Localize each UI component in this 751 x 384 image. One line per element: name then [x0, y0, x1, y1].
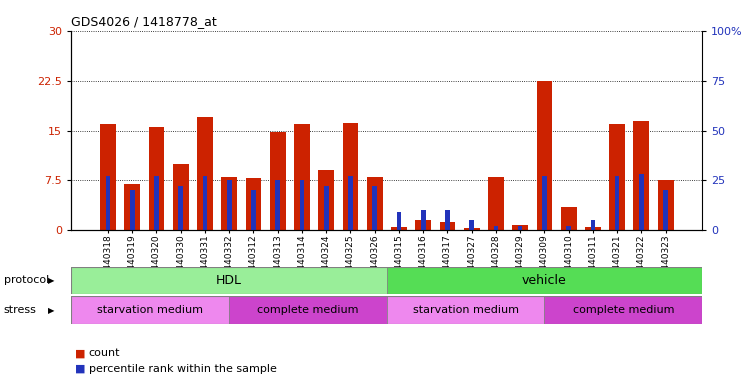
Bar: [397, 212, 401, 230]
Text: complete medium: complete medium: [572, 305, 674, 315]
Bar: [387, 296, 544, 324]
Bar: [639, 174, 644, 230]
Bar: [173, 164, 189, 230]
Bar: [469, 220, 474, 230]
Bar: [106, 177, 110, 230]
Text: ■: ■: [75, 364, 86, 374]
Bar: [536, 81, 552, 230]
Bar: [439, 222, 455, 230]
Bar: [391, 227, 407, 230]
Bar: [561, 207, 577, 230]
Text: ■: ■: [75, 348, 86, 358]
Bar: [387, 267, 702, 294]
Bar: [421, 210, 426, 230]
Text: HDL: HDL: [216, 274, 242, 287]
Bar: [294, 124, 309, 230]
Text: protocol: protocol: [4, 275, 49, 285]
Bar: [663, 190, 668, 230]
Bar: [100, 124, 116, 230]
Bar: [658, 180, 674, 230]
Bar: [251, 190, 256, 230]
Bar: [609, 124, 625, 230]
Bar: [227, 180, 231, 230]
Text: count: count: [89, 348, 120, 358]
Bar: [517, 227, 523, 230]
Text: percentile rank within the sample: percentile rank within the sample: [89, 364, 276, 374]
Bar: [318, 170, 334, 230]
Text: starvation medium: starvation medium: [97, 305, 204, 315]
Bar: [445, 210, 450, 230]
Bar: [270, 132, 285, 230]
Text: starvation medium: starvation medium: [412, 305, 519, 315]
Text: vehicle: vehicle: [522, 274, 567, 287]
Bar: [71, 267, 387, 294]
Bar: [324, 187, 328, 230]
Bar: [590, 220, 596, 230]
Bar: [488, 177, 504, 230]
Bar: [615, 177, 620, 230]
Bar: [130, 190, 134, 230]
Text: GDS4026 / 1418778_at: GDS4026 / 1418778_at: [71, 15, 217, 28]
Bar: [222, 177, 237, 230]
Bar: [544, 296, 702, 324]
Bar: [372, 187, 377, 230]
Text: ▶: ▶: [48, 306, 54, 314]
Bar: [512, 225, 528, 230]
Bar: [197, 117, 213, 230]
Bar: [203, 177, 207, 230]
Bar: [348, 177, 353, 230]
Bar: [276, 180, 280, 230]
Text: stress: stress: [4, 305, 37, 315]
Bar: [71, 296, 229, 324]
Bar: [366, 177, 382, 230]
Bar: [154, 177, 158, 230]
Bar: [229, 296, 387, 324]
Bar: [634, 121, 650, 230]
Bar: [566, 227, 571, 230]
Bar: [493, 227, 498, 230]
Bar: [585, 227, 601, 230]
Bar: [246, 179, 261, 230]
Bar: [415, 220, 431, 230]
Text: complete medium: complete medium: [257, 305, 359, 315]
Bar: [149, 127, 164, 230]
Bar: [178, 187, 183, 230]
Text: ▶: ▶: [48, 276, 54, 285]
Bar: [542, 177, 547, 230]
Bar: [464, 228, 480, 230]
Bar: [342, 122, 358, 230]
Bar: [300, 180, 304, 230]
Bar: [124, 184, 140, 230]
